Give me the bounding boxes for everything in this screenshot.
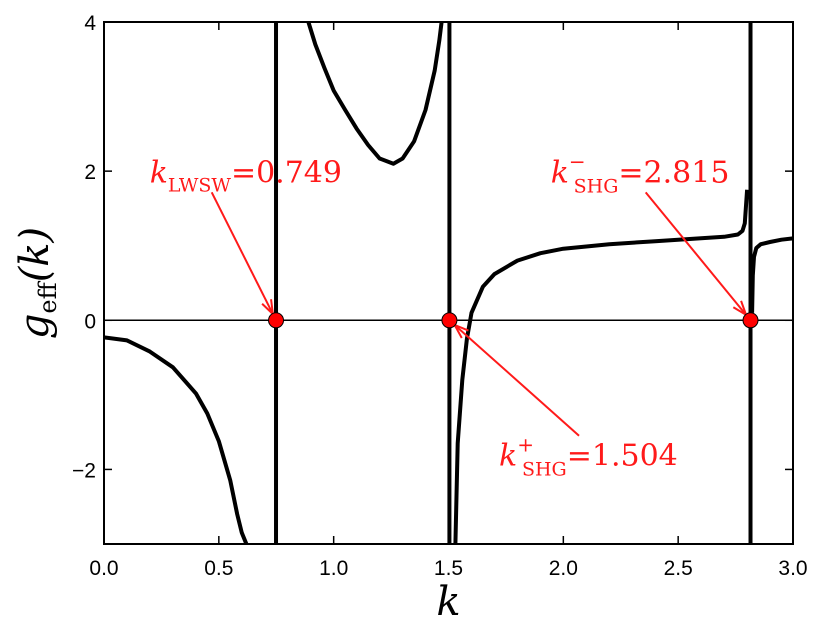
annotation-k: k <box>499 439 517 474</box>
y-axis-label-main: g <box>12 314 58 340</box>
x-tick-label: 3.0 <box>778 557 807 580</box>
annotation-arrow-3 <box>453 324 580 437</box>
annotation-value: =1.504 <box>567 439 678 474</box>
annotation-sup: + <box>517 433 534 457</box>
annotation-label-3: k+ SHG=1.504 <box>499 433 678 481</box>
annotation-value: =2.815 <box>618 155 729 190</box>
annotation-k: k <box>551 155 569 190</box>
y-tick-label: −2 <box>72 459 96 482</box>
x-tick-label: 1.5 <box>434 557 463 580</box>
annotation-sub: SHG <box>574 175 619 197</box>
y-axis-label-arg: (k) <box>12 227 58 282</box>
y-tick-label: 0 <box>84 310 96 333</box>
x-axis-label: k <box>436 579 460 625</box>
x-tick-label: 1.0 <box>319 557 348 580</box>
zero-point-2 <box>441 312 458 329</box>
y-axis-label-sub: eff <box>34 280 62 313</box>
annotation-sub: LWSW <box>168 174 232 196</box>
annotation-k: k <box>150 155 168 190</box>
curve-segment-3 <box>453 189 750 544</box>
annotation-sup: − <box>569 149 586 173</box>
annotation-arrow-1 <box>210 191 274 315</box>
y-tick-label: 4 <box>84 12 96 35</box>
annotation-sub: SHG <box>522 459 567 481</box>
annotation-label-1: kLWSW=0.749 <box>150 155 342 196</box>
curve-segment-4 <box>750 236 793 313</box>
x-tick-label: 0.5 <box>204 557 233 580</box>
annotation-arrow-2 <box>644 191 747 316</box>
x-tick-label: 2.5 <box>664 557 693 580</box>
annotation-value: =0.749 <box>231 155 342 190</box>
zero-point-1 <box>268 312 285 329</box>
x-tick-label: 0.0 <box>89 557 118 580</box>
x-tick-label: 2.0 <box>549 557 578 580</box>
curve-segment-2 <box>306 22 444 166</box>
y-tick-label: 2 <box>84 161 96 184</box>
annotation-label-2: k− SHG=2.815 <box>551 149 730 197</box>
curve-segment-1 <box>104 335 249 544</box>
y-axis-label: geff(k) <box>12 227 62 339</box>
zero-point-3 <box>742 312 759 329</box>
